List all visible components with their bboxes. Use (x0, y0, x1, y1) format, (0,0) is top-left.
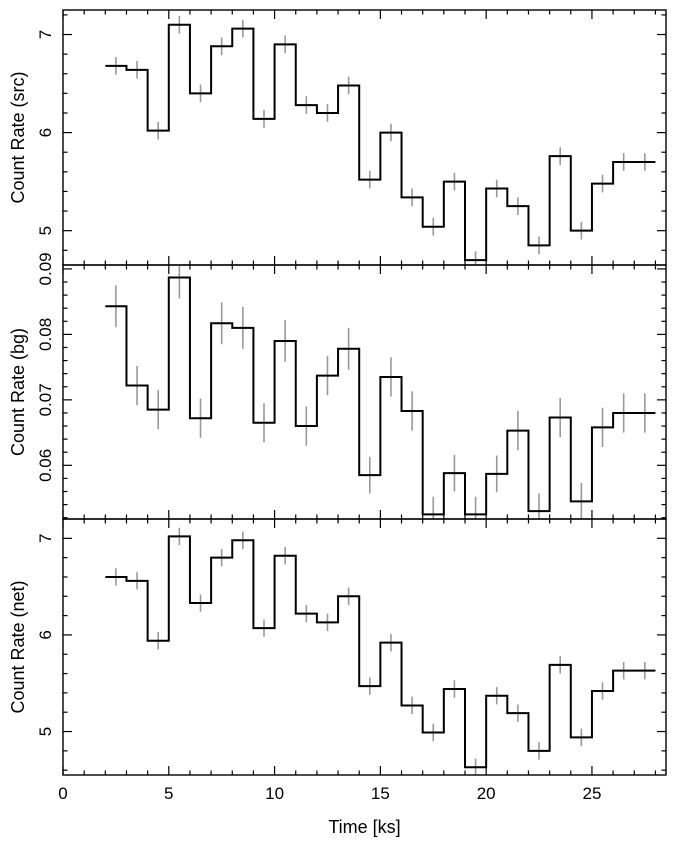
x-tick-label: 20 (477, 784, 496, 803)
y-axis-title: Count Rate (src) (8, 71, 28, 203)
panel-2: 0.06 0.07 0.08 0.09 Count Rate (bg) (8, 252, 667, 520)
x-tick-label: 5 (164, 784, 173, 803)
x-tick-label: 10 (265, 784, 284, 803)
step-series (105, 535, 656, 769)
x-axis-title: Time [ks] (328, 817, 400, 837)
y-tick-label: 0.08 (36, 318, 55, 351)
y-tick-label: 0.06 (36, 449, 55, 482)
y-tick-label: 6 (36, 128, 55, 137)
x-tick-label: 15 (371, 784, 390, 803)
x-tick-label: 25 (582, 784, 601, 803)
y-tick-label: 0.09 (36, 252, 55, 285)
step-series (105, 276, 656, 516)
y-tick-label: 5 (36, 727, 55, 736)
y-tick-label: 6 (36, 630, 55, 639)
data-layer (105, 265, 656, 519)
panel-3: 5 6 7 Count Rate (net) (8, 518, 667, 776)
panel-1: 5 6 7 Count Rate (src) (8, 9, 667, 266)
panel-frame (62, 9, 667, 266)
x-tick-label: 0 (58, 784, 67, 803)
y-axis-title: Count Rate (net) (8, 580, 28, 713)
panels-group: 5 6 7 Count Rate (src) 0.06 0.07 0.08 0.09 Count… (8, 9, 667, 776)
step-series (105, 23, 656, 262)
y-tick-label: 0.07 (36, 383, 55, 416)
panel-frame (62, 264, 667, 520)
panel-frame (62, 518, 667, 776)
x-axis: 0 5 10 15 20 25 (58, 784, 601, 803)
y-tick-label: 5 (36, 226, 55, 235)
y-axis-title: Count Rate (bg) (8, 328, 28, 456)
y-tick-label: 7 (36, 30, 55, 39)
data-layer (105, 15, 656, 265)
y-tick-label: 7 (36, 534, 55, 543)
data-layer (105, 527, 656, 775)
